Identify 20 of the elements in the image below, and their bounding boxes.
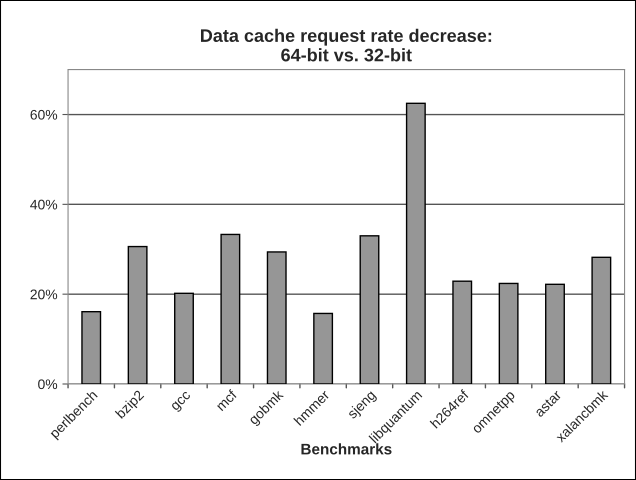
bar <box>313 312 334 384</box>
y-tick-label: 60% <box>30 110 58 120</box>
bar <box>545 284 565 384</box>
y-tick-label: 0% <box>38 379 58 390</box>
y-tick-label: 20% <box>30 290 58 300</box>
bar <box>591 256 612 384</box>
bar <box>81 310 102 384</box>
bar <box>360 235 380 384</box>
bar <box>498 282 519 384</box>
x-axis-title: Benchmarks <box>301 443 392 454</box>
bar <box>128 246 148 384</box>
bar <box>220 234 240 384</box>
x-tick-label: gcc <box>170 390 193 413</box>
chart-title: Data cache request rate decrease: 64-bit vs. 32-bit <box>200 28 492 62</box>
bar <box>406 102 426 384</box>
y-tick-label: 40% <box>30 200 58 210</box>
bar <box>266 251 287 384</box>
bar <box>174 292 194 384</box>
bar <box>452 280 472 384</box>
x-tick-label: mcf <box>215 388 238 412</box>
